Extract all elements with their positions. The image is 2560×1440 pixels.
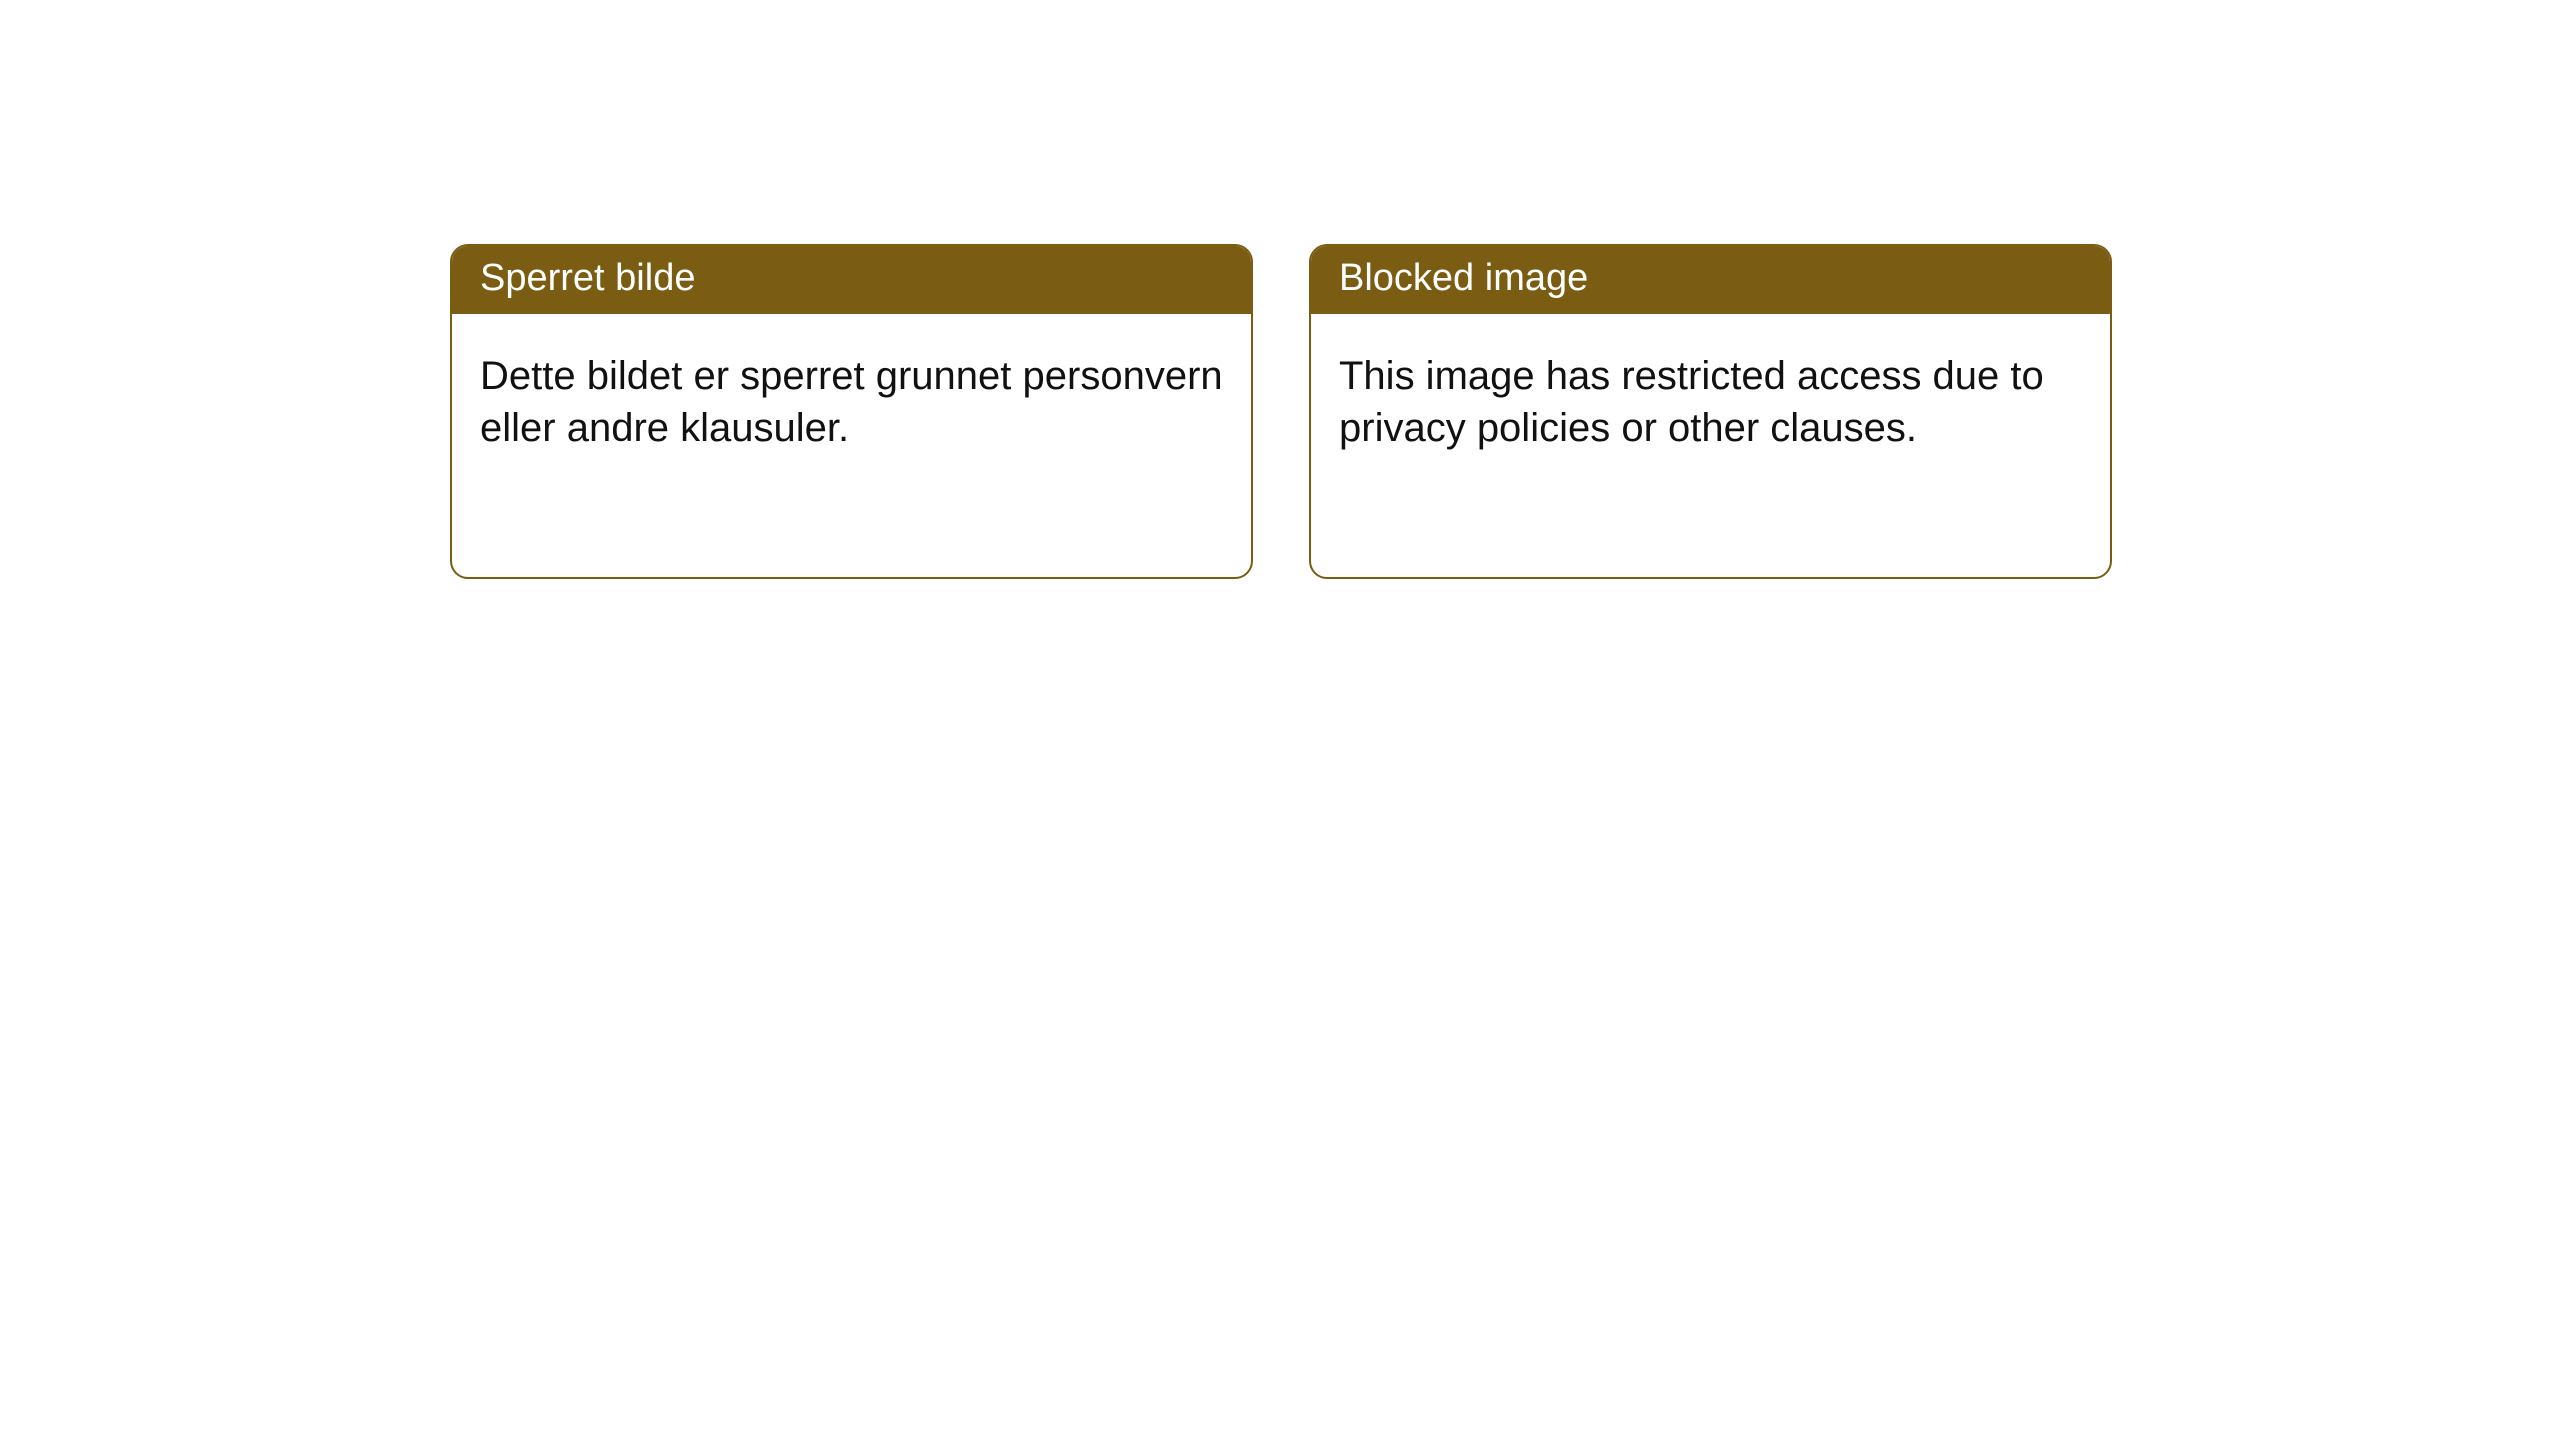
notice-body-norwegian: Dette bildet er sperret grunnet personve… bbox=[452, 314, 1251, 482]
notice-card-english: Blocked image This image has restricted … bbox=[1309, 244, 2112, 579]
notice-card-norwegian: Sperret bilde Dette bildet er sperret gr… bbox=[450, 244, 1253, 579]
notice-title-english: Blocked image bbox=[1311, 246, 2110, 314]
notice-container: Sperret bilde Dette bildet er sperret gr… bbox=[0, 0, 2560, 579]
notice-body-english: This image has restricted access due to … bbox=[1311, 314, 2110, 482]
notice-title-norwegian: Sperret bilde bbox=[452, 246, 1251, 314]
